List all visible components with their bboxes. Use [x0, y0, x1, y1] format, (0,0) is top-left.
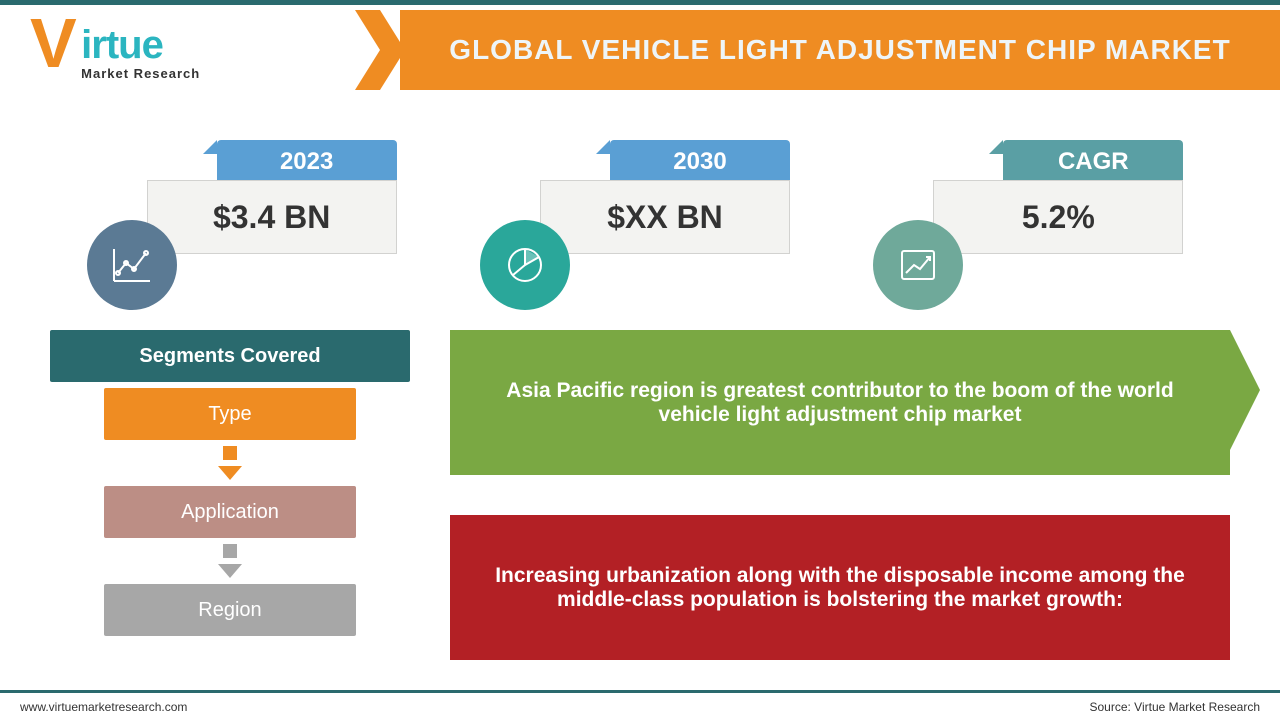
- segments-column: Segments Covered Type Application Region: [50, 330, 410, 660]
- logo-text: irtue: [81, 23, 200, 68]
- stat-card-cagr: CAGR 5.2%: [873, 140, 1193, 310]
- stat-value: $XX BN: [540, 180, 790, 254]
- callouts-column: Asia Pacific region is greatest contribu…: [450, 330, 1230, 660]
- lower-section: Segments Covered Type Application Region…: [0, 330, 1280, 680]
- footer-url: www.virtuemarketresearch.com: [20, 700, 187, 714]
- title-banner: GLOBAL VEHICLE LIGHT ADJUSTMENT CHIP MAR…: [400, 10, 1280, 90]
- arrow-down-icon: [218, 538, 242, 578]
- logo: V irtue Market Research: [30, 15, 350, 105]
- callout-growth: Increasing urbanization along with the d…: [450, 515, 1230, 660]
- arrow-down-icon: [218, 440, 242, 480]
- stats-row: 2023 $3.4 BN 2030 $XX BN CAGR 5.2%: [0, 140, 1280, 310]
- pie-chart-icon: [480, 220, 570, 310]
- segment-type: Type: [104, 388, 356, 440]
- page-title: GLOBAL VEHICLE LIGHT ADJUSTMENT CHIP MAR…: [449, 34, 1230, 66]
- callout-text: Increasing urbanization along with the d…: [490, 564, 1190, 612]
- stat-tab: CAGR: [1003, 140, 1183, 184]
- stat-card-2030: 2030 $XX BN: [480, 140, 800, 310]
- chevron-divider: [355, 10, 405, 90]
- stat-value: 5.2%: [933, 180, 1183, 254]
- footer: www.virtuemarketresearch.com Source: Vir…: [0, 690, 1280, 720]
- stat-tab: 2023: [217, 140, 397, 184]
- stat-value: $3.4 BN: [147, 180, 397, 254]
- callout-text: Asia Pacific region is greatest contribu…: [490, 379, 1190, 427]
- header: V irtue Market Research GLOBAL VEHICLE L…: [0, 5, 1280, 115]
- segment-region: Region: [104, 584, 356, 636]
- segments-header: Segments Covered: [50, 330, 410, 382]
- line-chart-icon: [87, 220, 177, 310]
- callout-region: Asia Pacific region is greatest contribu…: [450, 330, 1230, 475]
- stat-card-2023: 2023 $3.4 BN: [87, 140, 407, 310]
- footer-source: Source: Virtue Market Research: [1089, 700, 1260, 714]
- growth-chart-icon: [873, 220, 963, 310]
- segment-application: Application: [104, 486, 356, 538]
- logo-subtitle: Market Research: [81, 66, 200, 81]
- logo-v: V: [30, 15, 77, 71]
- stat-tab: 2030: [610, 140, 790, 184]
